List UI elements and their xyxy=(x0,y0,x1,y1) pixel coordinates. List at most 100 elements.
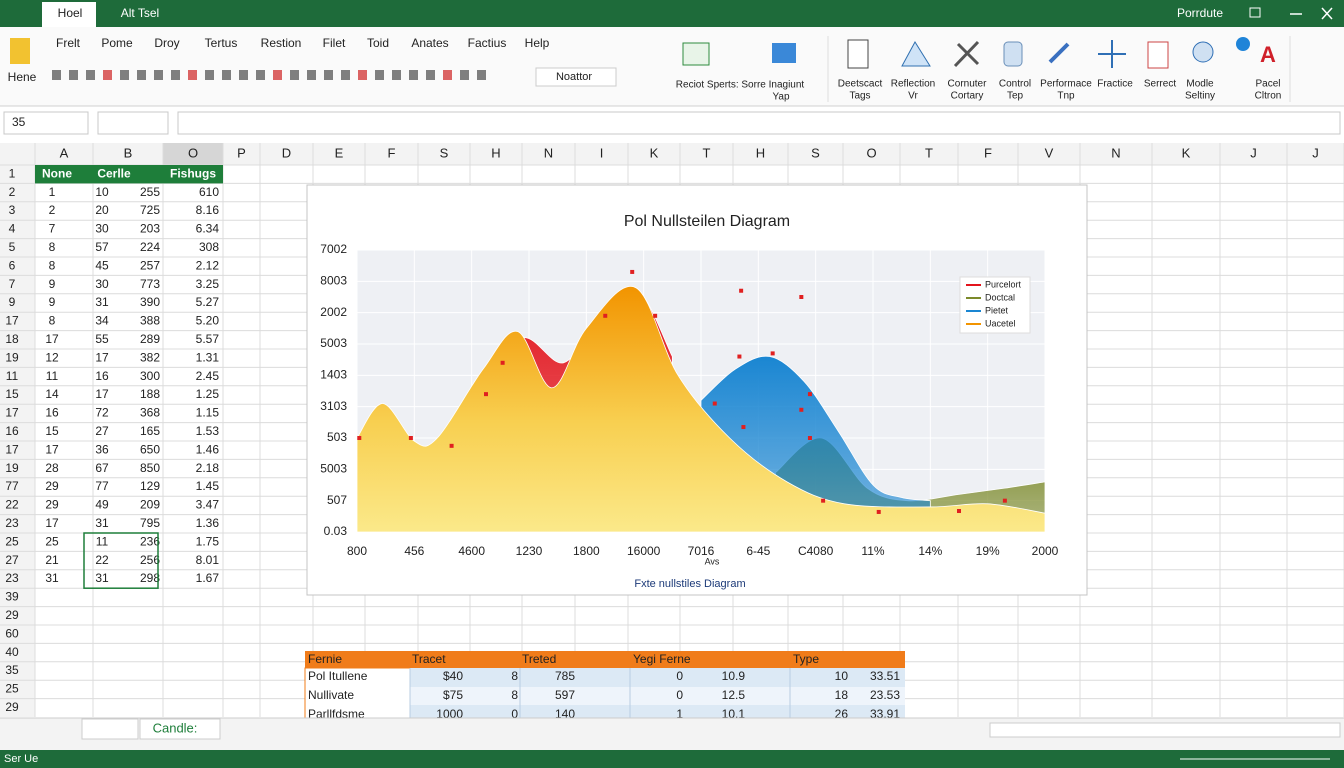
cell[interactable]: 34 xyxy=(95,314,109,328)
column-header[interactable]: N xyxy=(544,145,553,160)
tool-icon[interactable] xyxy=(239,70,248,80)
ribbon-tab[interactable]: Anates xyxy=(411,36,448,50)
column-header[interactable]: K xyxy=(1182,145,1191,160)
tool-icon[interactable] xyxy=(256,70,265,80)
row-header[interactable]: 23 xyxy=(5,516,19,530)
cell[interactable]: 382 xyxy=(140,350,160,364)
cell[interactable]: 224 xyxy=(140,240,160,254)
cell[interactable]: 255 xyxy=(140,185,160,199)
paste-icon[interactable] xyxy=(10,38,30,64)
row-header[interactable]: 17 xyxy=(5,314,19,328)
cell[interactable]: 368 xyxy=(140,406,160,420)
icon[interactable] xyxy=(682,42,710,66)
column-header[interactable]: T xyxy=(703,145,711,160)
cell[interactable]: 36 xyxy=(95,442,109,456)
table-cell[interactable]: 18 xyxy=(835,688,849,702)
column-header[interactable]: F xyxy=(388,145,396,160)
row-header[interactable]: 18 xyxy=(5,332,19,346)
icon[interactable] xyxy=(1236,37,1250,51)
table-cell[interactable]: 785 xyxy=(555,669,575,683)
cell[interactable]: 11 xyxy=(46,369,59,383)
cell[interactable]: 610 xyxy=(199,185,219,199)
column-header[interactable]: O xyxy=(188,145,198,160)
column-header[interactable]: V xyxy=(1045,145,1054,160)
cell[interactable]: 15 xyxy=(45,424,59,438)
row-header[interactable]: 6 xyxy=(9,258,16,272)
ribbon-tab[interactable]: Factius xyxy=(468,36,507,50)
tool-icon[interactable] xyxy=(137,70,146,80)
cell[interactable]: 17 xyxy=(45,516,59,530)
cell[interactable]: 31 xyxy=(95,571,109,585)
ribbon-label[interactable]: Serrect xyxy=(1144,79,1176,90)
ribbon-tab[interactable]: Frelt xyxy=(56,36,81,50)
table-header-cell[interactable]: Tracet xyxy=(412,652,446,666)
cell[interactable]: 57 xyxy=(95,240,109,254)
sheet-tab-label[interactable]: Candle: xyxy=(153,720,198,735)
column-header[interactable]: K xyxy=(650,145,659,160)
icon[interactable] xyxy=(1192,41,1214,63)
ribbon-tab[interactable]: Filet xyxy=(323,36,346,50)
cell[interactable]: 17 xyxy=(45,332,59,346)
legend-entry[interactable]: Purcelort xyxy=(985,279,1022,289)
icon-glyph[interactable]: A xyxy=(1260,42,1276,67)
cell[interactable]: 67 xyxy=(95,461,109,475)
cell[interactable]: 388 xyxy=(140,314,160,328)
row-header[interactable]: 22 xyxy=(5,498,19,512)
cell[interactable]: 22 xyxy=(95,553,109,567)
icon[interactable] xyxy=(901,41,931,67)
cell[interactable]: 10 xyxy=(95,185,109,199)
icon[interactable] xyxy=(1147,41,1169,69)
cell[interactable]: 9 xyxy=(49,277,56,291)
cell[interactable]: 6.34 xyxy=(196,222,220,236)
icon[interactable] xyxy=(1003,41,1023,67)
tool-icon[interactable] xyxy=(341,70,350,80)
table-cell[interactable]: 0 xyxy=(676,669,683,683)
ribbon-label[interactable]: Cltron xyxy=(1255,91,1282,102)
tool-icon[interactable] xyxy=(103,70,112,80)
cell[interactable]: 773 xyxy=(140,277,160,291)
tool-icon[interactable] xyxy=(222,70,231,80)
tool-icon[interactable] xyxy=(273,70,282,80)
cell[interactable]: 16 xyxy=(45,406,59,420)
column-header[interactable]: S xyxy=(440,145,449,160)
ribbon-label[interactable]: Performace xyxy=(1040,79,1092,90)
cell[interactable]: 308 xyxy=(199,240,219,254)
tool-icon[interactable] xyxy=(426,70,435,80)
cell[interactable]: 8 xyxy=(49,240,56,254)
row-header[interactable]: 19 xyxy=(5,350,19,364)
cell[interactable]: 1.25 xyxy=(196,387,220,401)
table-cell[interactable]: 33.51 xyxy=(870,669,900,683)
header-cell[interactable]: Cerlle xyxy=(97,166,131,180)
tool-icon[interactable] xyxy=(171,70,180,80)
cell[interactable]: 5.27 xyxy=(196,295,220,309)
ribbon-tab[interactable]: Restion xyxy=(261,36,302,50)
table-header-cell[interactable]: Type xyxy=(793,652,819,666)
formula-input[interactable] xyxy=(177,111,1341,135)
cell[interactable]: 29 xyxy=(45,479,59,493)
row-header[interactable]: 17 xyxy=(5,442,19,456)
row-header[interactable]: 77 xyxy=(5,479,19,493)
row-header[interactable]: 3 xyxy=(9,203,16,217)
cell[interactable]: 1.75 xyxy=(196,534,220,548)
cell[interactable]: 25 xyxy=(45,534,59,548)
cell[interactable]: 28 xyxy=(45,461,59,475)
tool-icon[interactable] xyxy=(477,70,486,80)
cell[interactable]: 650 xyxy=(140,442,160,456)
home-label[interactable]: Hene xyxy=(8,70,37,84)
cell[interactable]: 8.01 xyxy=(196,553,220,567)
column-header[interactable]: B xyxy=(124,145,133,160)
cell[interactable]: 72 xyxy=(95,406,109,420)
table-cell[interactable]: 10.9 xyxy=(722,669,746,683)
cell[interactable]: 1.67 xyxy=(196,571,220,585)
cell[interactable]: 49 xyxy=(95,498,109,512)
icon[interactable] xyxy=(772,43,796,63)
tool-icon[interactable] xyxy=(324,70,333,80)
formula-buttons[interactable] xyxy=(97,111,169,135)
cell[interactable]: 12 xyxy=(45,350,59,364)
tool-icon[interactable] xyxy=(205,70,214,80)
cell[interactable]: 3.47 xyxy=(196,498,220,512)
cell[interactable]: 2.45 xyxy=(196,369,220,383)
row-header[interactable]: 35 xyxy=(5,663,19,677)
cell[interactable]: 3.25 xyxy=(196,277,220,291)
cell[interactable]: 45 xyxy=(95,258,109,272)
